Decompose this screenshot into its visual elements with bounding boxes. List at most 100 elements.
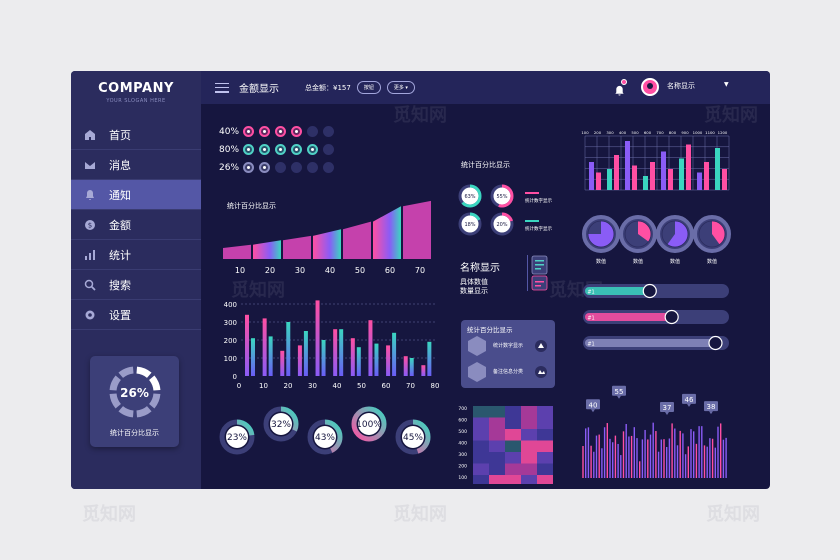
heat-cell	[489, 406, 505, 418]
pie-inner	[624, 220, 652, 248]
ring-segment	[109, 393, 122, 409]
total-amount: 总金额：¥157	[305, 83, 351, 92]
heat-cell	[473, 440, 489, 452]
bar	[251, 338, 255, 376]
sidebar-item-0[interactable]: 首页	[71, 120, 201, 150]
bar	[333, 329, 338, 376]
donut-arc	[395, 419, 431, 455]
donut-arc	[219, 419, 255, 455]
slider-knob[interactable]	[664, 309, 679, 325]
heat-cell	[473, 417, 489, 429]
legend-label: 统计数字显示	[525, 197, 552, 204]
heat-cell	[521, 440, 537, 452]
bar	[280, 350, 285, 376]
top-bar-chart: 100 200 300 400 500 600 700 800 900 1000 1100 1200	[581, 130, 730, 191]
sidebar-item-label: 统计	[109, 248, 131, 262]
mini-ring-arc	[490, 212, 514, 236]
sidebar: COMPANY YOUR SLOGAN HERE 首页 消息 通知 $ 金额 统计 搜索 设置…	[71, 71, 201, 489]
dot-on	[291, 126, 302, 137]
spike-callout	[704, 401, 718, 412]
username: 名称显示	[667, 82, 695, 90]
slider-knob[interactable]	[642, 283, 657, 299]
x-tick-label: 0	[237, 382, 241, 390]
main-content: 觅知网 觅知网 觅知网 觅知网 40% 80% 26% 统计百分比显示 10 20 30…	[201, 104, 770, 489]
dot-on	[307, 144, 318, 155]
legend-label: 统计数字显示	[525, 225, 552, 232]
bar	[607, 169, 612, 190]
dot-on	[291, 144, 302, 155]
x-tick-label: 300	[606, 130, 614, 135]
dot-off	[323, 162, 334, 173]
donut-center	[314, 426, 336, 448]
x-tick-label: 30	[295, 266, 305, 275]
x-tick-label: 1200	[718, 130, 728, 135]
sidebar-item-1[interactable]: 消息	[71, 150, 201, 180]
bar	[632, 165, 637, 190]
sidebar-item-5[interactable]: 搜索	[71, 270, 201, 300]
page-title: 金额显示	[239, 84, 279, 95]
heat-cell	[473, 429, 489, 441]
pie-slice	[588, 221, 614, 247]
ring-segment	[109, 375, 122, 391]
dot-on	[259, 162, 270, 173]
bar	[679, 158, 684, 190]
info-item-2: 备注信息分类	[493, 369, 524, 375]
heat-cell	[537, 463, 553, 475]
percent-label: 80%	[219, 144, 240, 155]
topbar: 金额显示 总金额：¥157 按钮 更多 ▾ 名称显示 ▼	[201, 71, 770, 104]
bar	[596, 172, 601, 190]
pie-label: 数值	[633, 258, 643, 265]
pie-inner	[587, 220, 615, 248]
y-tick-label: 300	[458, 452, 467, 458]
document-icon	[527, 255, 548, 291]
donut-label: 32%	[271, 420, 291, 430]
pie-inner	[698, 220, 726, 248]
area-chart-title: 统计百分比显示	[227, 202, 276, 210]
callout-tail	[591, 409, 595, 413]
area-segment	[283, 235, 311, 259]
x-tick-label: 60	[385, 266, 395, 275]
y-tick-label: 300	[224, 319, 237, 327]
heat-cell	[489, 440, 505, 452]
logo: COMPANY	[98, 81, 174, 96]
heat-cell	[473, 463, 489, 475]
sidebar-item-label: 消息	[109, 158, 131, 172]
area-segment	[403, 200, 431, 259]
more-button[interactable]: 更多 ▾	[386, 81, 415, 94]
bar	[722, 169, 727, 190]
x-tick-label: 600	[644, 130, 652, 135]
info-card: 统计百分比显示 统计数字显示 备注信息分类	[461, 320, 555, 388]
heat-cell	[537, 406, 553, 418]
chevron-down-icon[interactable]: ▼	[724, 81, 729, 88]
sidebar-item-label: 搜索	[109, 278, 131, 292]
bar	[245, 314, 249, 376]
avatar[interactable]	[641, 78, 659, 96]
x-tick-label: 800	[669, 130, 677, 135]
action-button[interactable]: 按钮	[356, 81, 381, 94]
menu-icon[interactable]	[215, 82, 229, 93]
x-tick-label: 20	[265, 266, 275, 275]
slider-knob[interactable]	[708, 335, 723, 351]
bar	[297, 345, 302, 376]
bar	[643, 176, 648, 190]
x-tick-label: 200	[594, 130, 602, 135]
sidebar-item-2[interactable]: 通知	[71, 180, 201, 210]
bar-chart: 400 300 200 100 00 10 20 30 40 50 60 70 80	[224, 300, 439, 390]
mini-ring-label: 18%	[464, 222, 475, 228]
x-tick-label: 80	[431, 382, 439, 390]
spike-label: 37	[663, 404, 672, 412]
dot-on	[259, 126, 270, 137]
pie-slice	[667, 221, 688, 247]
pie-slice	[638, 221, 651, 242]
x-tick-label: 50	[355, 266, 365, 275]
heat-cell	[489, 417, 505, 429]
home-icon	[83, 128, 97, 142]
x-tick-label: 700	[656, 130, 664, 135]
sidebar-item-3[interactable]: $ 金额	[71, 210, 201, 240]
sidebar-item-6[interactable]: 设置	[71, 300, 201, 330]
bar	[661, 151, 666, 190]
sidebar-item-4[interactable]: 统计	[71, 240, 201, 270]
spike-label: 38	[707, 403, 716, 411]
notification-bell-icon[interactable]	[614, 79, 627, 96]
